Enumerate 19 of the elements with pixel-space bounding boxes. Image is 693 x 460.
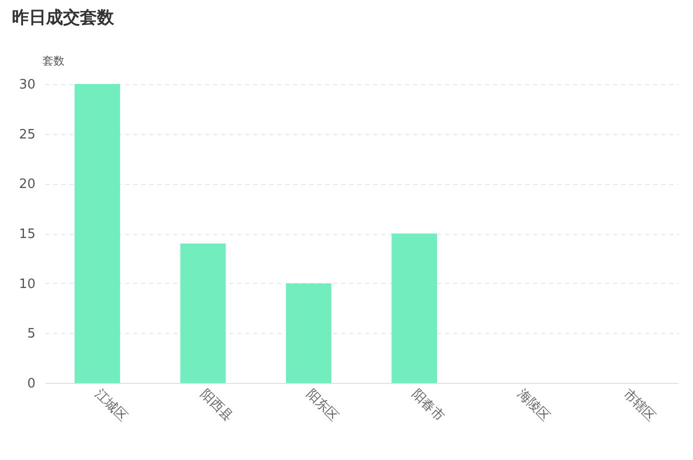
x-tick-label: 市辖区 bbox=[620, 386, 658, 425]
bar bbox=[74, 84, 120, 383]
x-tick-label: 阳东区 bbox=[303, 386, 342, 425]
y-tick-label: 15 bbox=[18, 227, 36, 242]
y-tick-label: 20 bbox=[18, 177, 36, 192]
bar bbox=[180, 243, 226, 383]
x-tick-label: 江城区 bbox=[92, 386, 130, 425]
x-tick-label: 阳西县 bbox=[197, 386, 236, 425]
y-tick-label: 5 bbox=[27, 326, 36, 342]
x-tick-label: 海陵区 bbox=[514, 386, 553, 425]
y-tick-label: 0 bbox=[27, 376, 36, 392]
y-tick-label: 30 bbox=[18, 78, 36, 92]
bar bbox=[286, 283, 332, 383]
bar bbox=[392, 234, 438, 383]
chart-title: 昨日成交套数 bbox=[12, 7, 114, 29]
x-tick-label: 阳春市 bbox=[408, 386, 447, 425]
y-tick-label: 10 bbox=[18, 276, 36, 292]
y-tick-label: 25 bbox=[18, 127, 36, 142]
y-axis-title: 套数 bbox=[42, 54, 64, 68]
